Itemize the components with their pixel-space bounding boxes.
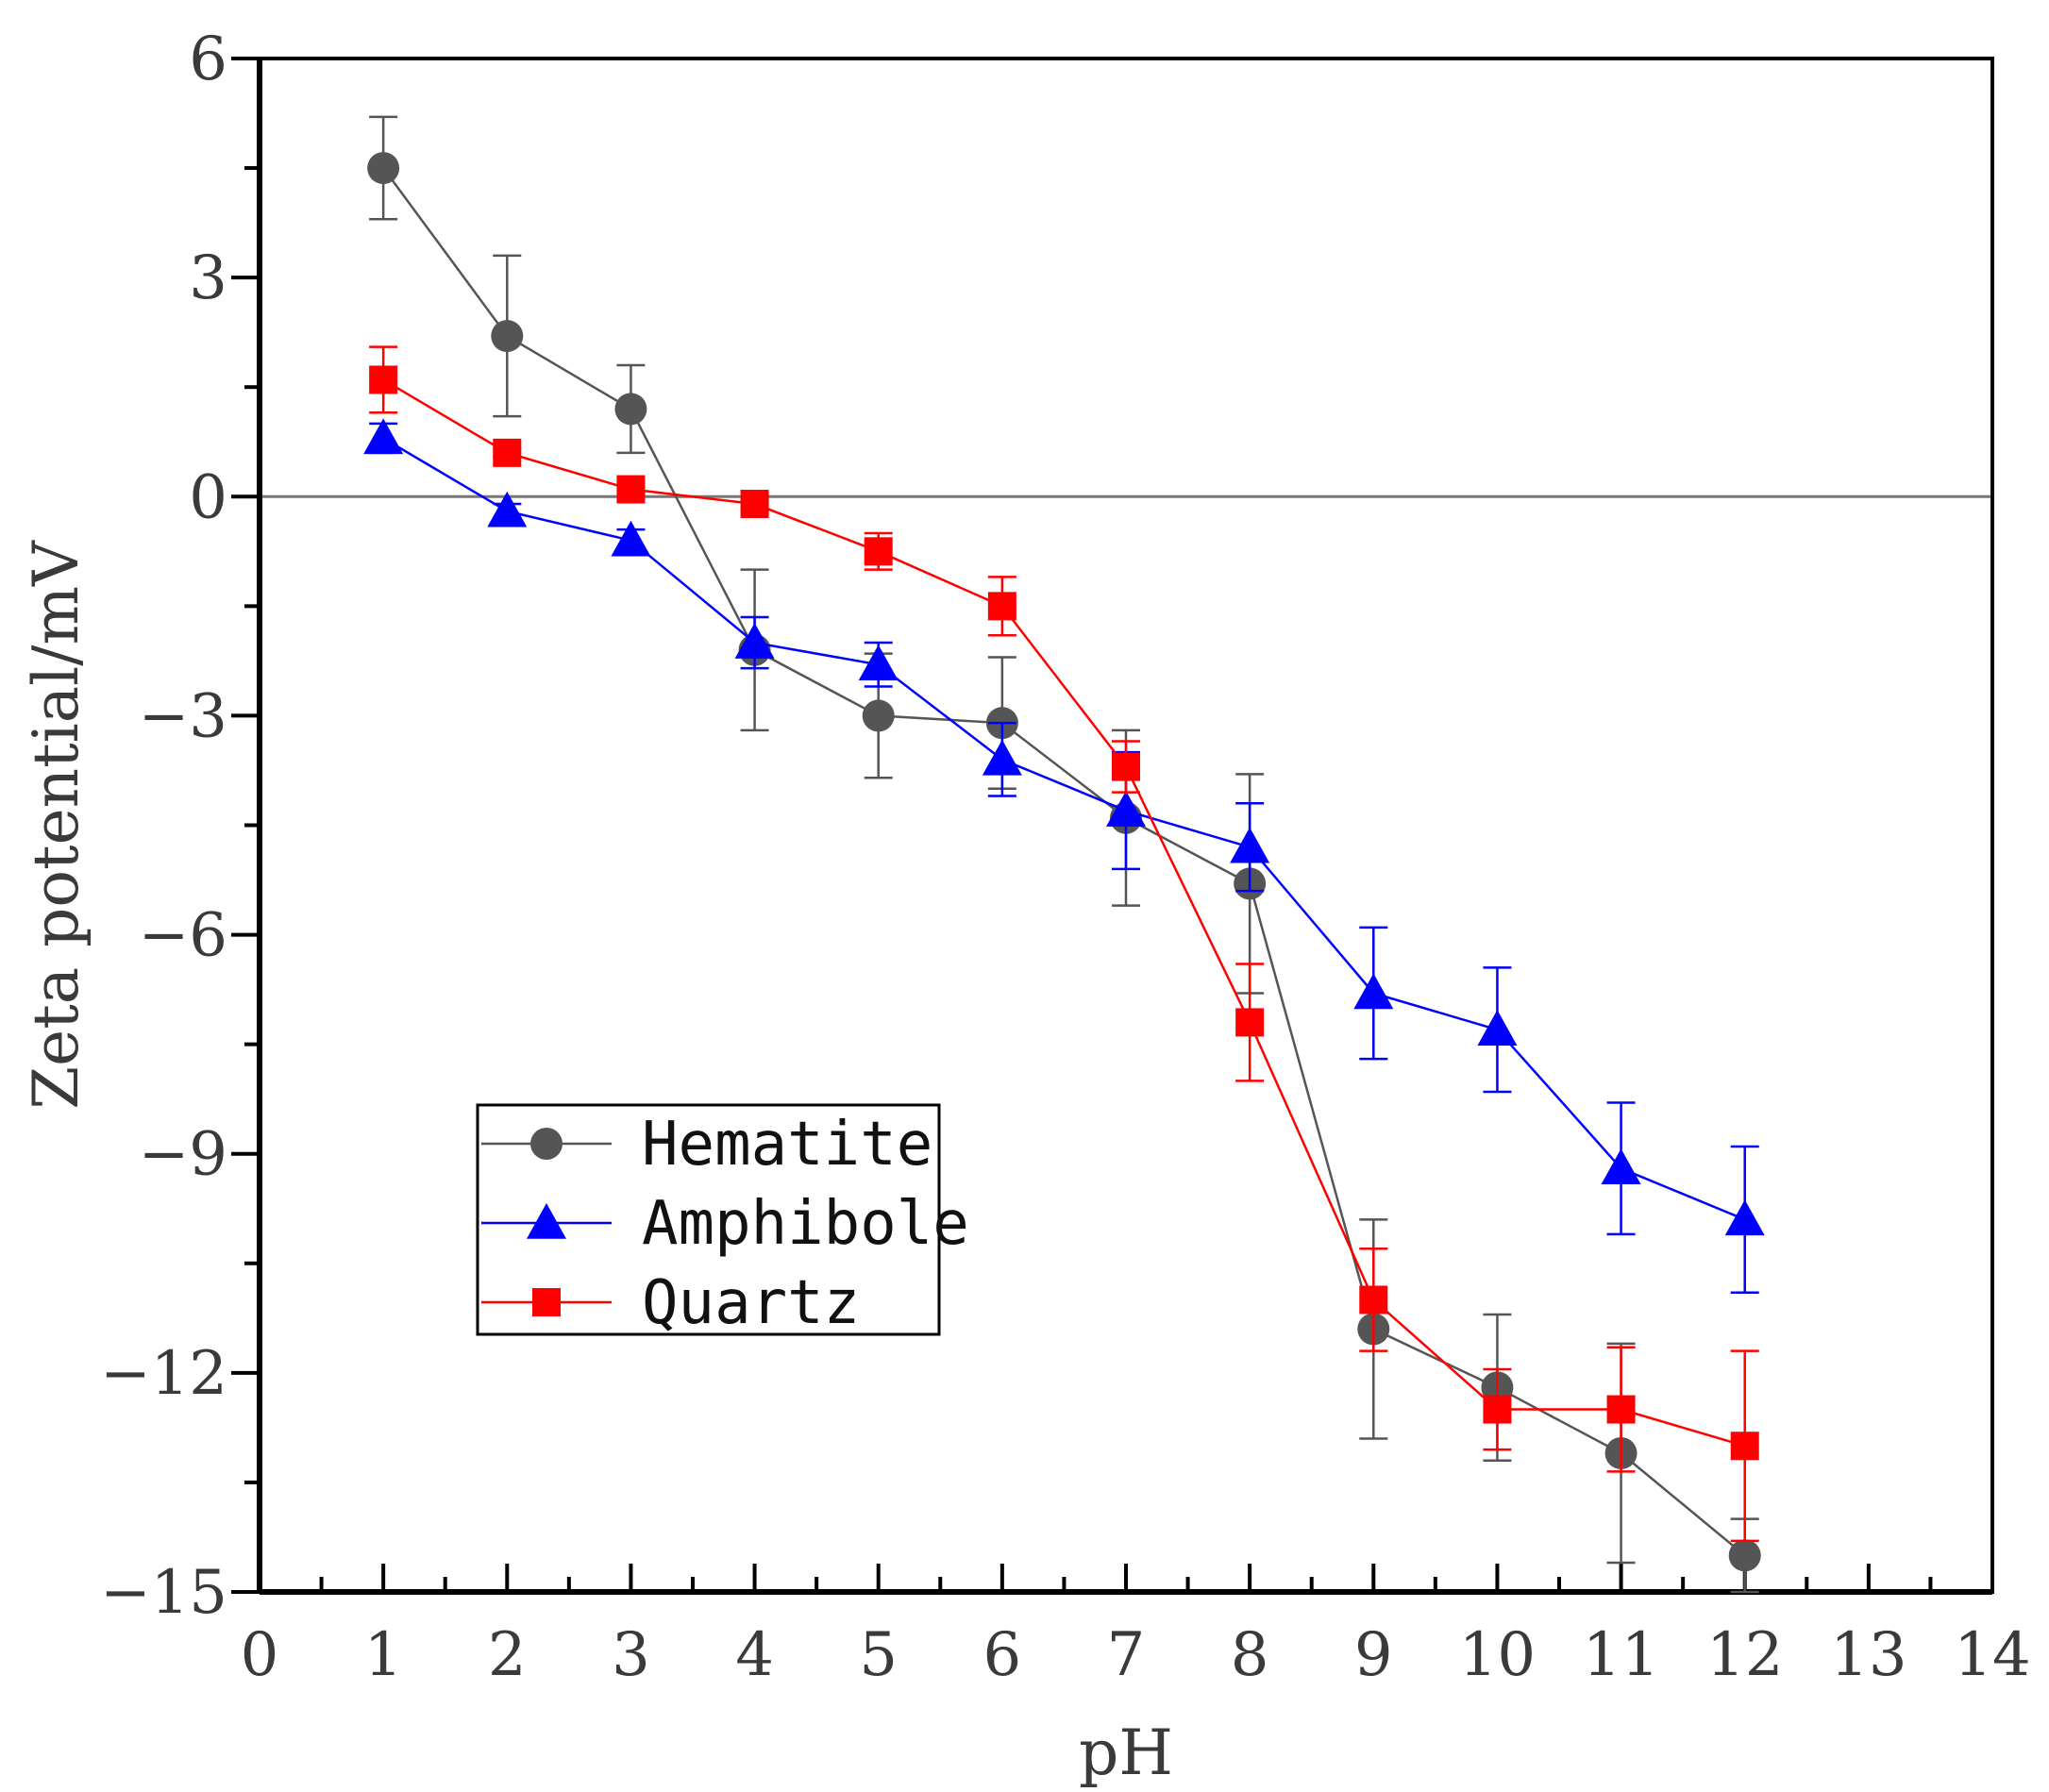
data-point-hematite	[862, 699, 895, 732]
data-point-quartz	[1606, 1395, 1636, 1424]
data-point-amphibole	[611, 520, 651, 557]
y-tick-label: −12	[100, 1339, 227, 1409]
data-point-amphibole	[982, 739, 1022, 776]
x-axis-title: pH	[1079, 1717, 1173, 1789]
data-point-quartz	[1359, 1285, 1388, 1315]
data-point-quartz	[987, 592, 1016, 621]
x-tick-label: 8	[1231, 1620, 1269, 1690]
data-point-hematite	[367, 152, 400, 185]
data-point-amphibole	[1106, 791, 1146, 827]
x-tick-label: 9	[1354, 1620, 1393, 1690]
data-point-hematite	[1728, 1539, 1761, 1572]
series-layer	[363, 115, 1765, 1594]
data-point-hematite	[491, 320, 524, 353]
y-tick-label: −9	[139, 1120, 227, 1190]
y-tick-label: −6	[139, 901, 227, 971]
x-tick-label: 4	[735, 1620, 774, 1690]
x-tick-label: 11	[1583, 1620, 1659, 1690]
data-point-quartz	[864, 537, 893, 566]
legend: Hematite Amphibole Quartz	[476, 1103, 969, 1338]
x-tick-label: 13	[1830, 1620, 1906, 1690]
legend-label-hematite: Hematite	[642, 1110, 932, 1180]
x-tick-label: 5	[859, 1620, 898, 1690]
data-point-amphibole	[363, 418, 404, 455]
series-amphibole	[363, 418, 1765, 1294]
x-tick-label: 12	[1706, 1620, 1783, 1690]
x-tick-label: 6	[983, 1620, 1021, 1690]
x-tick-label: 7	[1107, 1620, 1146, 1690]
y-tick-label: 0	[189, 462, 227, 532]
data-point-quartz	[616, 475, 646, 504]
series-line-quartz	[382, 378, 1746, 1448]
data-point-amphibole	[1353, 973, 1394, 1010]
series-line-hematite	[382, 167, 1746, 1557]
legend-label-amphibole: Amphibole	[642, 1189, 969, 1259]
data-point-quartz	[369, 365, 398, 394]
y-axis-title: Zeta potential/mV	[20, 540, 92, 1110]
data-point-quartz	[1112, 752, 1140, 781]
data-point-amphibole	[858, 645, 899, 681]
y-tick-label: 3	[189, 243, 227, 313]
legend-label-quartz: Quartz	[642, 1268, 860, 1338]
legend-marker-amphibole	[527, 1203, 566, 1239]
data-point-hematite	[614, 393, 647, 426]
y-tick-label: −3	[139, 681, 227, 751]
series-quartz	[369, 345, 1759, 1543]
data-point-quartz	[740, 490, 769, 519]
x-tick-label: 14	[1954, 1620, 2030, 1690]
data-point-quartz	[1730, 1432, 1759, 1461]
y-tick-label: −15	[100, 1558, 227, 1628]
x-tick-label: 10	[1459, 1620, 1536, 1690]
legend-marker-hematite	[530, 1128, 563, 1160]
data-point-quartz	[1235, 1008, 1265, 1037]
data-point-quartz	[493, 438, 522, 467]
data-point-amphibole	[487, 491, 528, 528]
data-point-amphibole	[1230, 827, 1270, 863]
data-point-amphibole	[1724, 1199, 1765, 1236]
x-tick-label: 2	[488, 1620, 527, 1690]
x-tick-label: 1	[364, 1620, 403, 1690]
x-tick-label: 0	[241, 1620, 279, 1690]
data-point-amphibole	[734, 623, 775, 659]
data-point-amphibole	[1601, 1148, 1641, 1184]
x-tick-label: 3	[612, 1620, 650, 1690]
data-point-amphibole	[1477, 1010, 1518, 1046]
y-tick-label: 6	[189, 25, 227, 94]
series-line-amphibole	[382, 437, 1746, 1221]
data-point-quartz	[1483, 1395, 1512, 1424]
legend-marker-quartz	[532, 1288, 561, 1316]
